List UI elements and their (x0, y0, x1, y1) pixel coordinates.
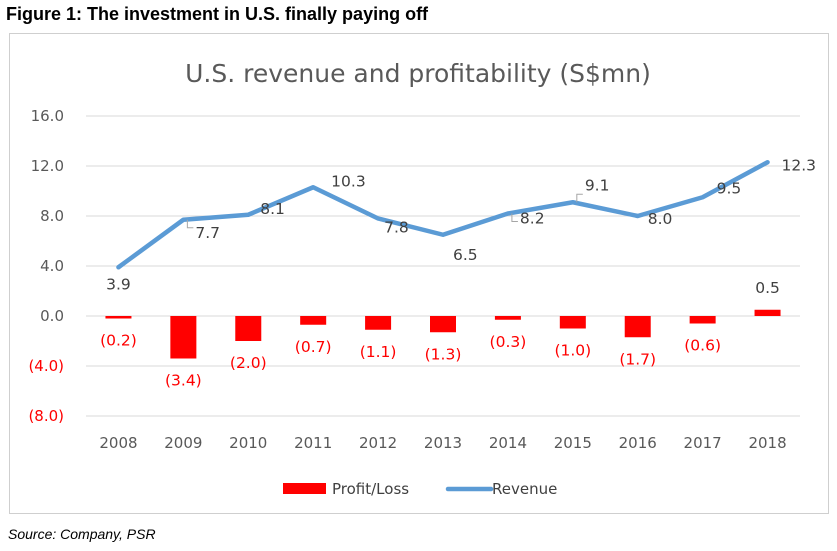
bar-profit-loss (754, 309, 781, 316)
x-tick-label: 2011 (294, 434, 332, 452)
y-tick-label: (4.0) (28, 357, 64, 375)
x-tick-label: 2014 (489, 434, 527, 452)
x-tick-label: 2017 (684, 434, 722, 452)
bar-data-label: (0.7) (295, 338, 332, 356)
bar-data-label: (1.7) (619, 350, 656, 368)
y-tick-label: 12.0 (31, 157, 64, 175)
bar-profit-loss (559, 316, 586, 329)
leader-line (576, 193, 583, 203)
line-data-label: 9.1 (585, 176, 610, 194)
chart-frame (9, 33, 829, 514)
x-tick-label: 2016 (619, 434, 657, 452)
line-data-label: 10.3 (331, 172, 366, 190)
leader-line (511, 213, 518, 222)
bar-profit-loss (365, 316, 392, 330)
bar-profit-loss (105, 316, 132, 319)
x-tick-label: 2013 (424, 434, 462, 452)
chart-title: U.S. revenue and profitability (S$mn) (185, 59, 651, 88)
bar-data-label: (0.3) (490, 333, 527, 351)
line-data-label: 9.5 (717, 179, 742, 197)
y-tick-label: 16.0 (31, 107, 64, 125)
bar-data-label: (0.2) (100, 332, 137, 350)
bar-profit-loss (170, 316, 197, 359)
x-tick-label: 2010 (229, 434, 267, 452)
bar-profit-loss (300, 316, 327, 325)
x-tick-label: 2008 (99, 434, 137, 452)
bar-profit-loss (235, 316, 262, 341)
source-note: Source: Company, PSR (8, 526, 156, 542)
y-tick-label: 4.0 (40, 257, 64, 275)
line-data-label: 3.9 (106, 275, 131, 293)
y-tick-label: (8.0) (28, 407, 64, 425)
bar-profit-loss (689, 316, 716, 324)
legend-label-revenue: Revenue (492, 480, 557, 498)
bar-data-label: (3.4) (165, 372, 202, 390)
x-tick-label: 2015 (554, 434, 592, 452)
bar-profit-loss (624, 316, 651, 338)
line-data-label: 7.7 (195, 224, 220, 242)
line-revenue (116, 160, 770, 270)
x-tick-label: 2009 (164, 434, 202, 452)
legend-swatch-profit-loss (283, 483, 326, 494)
chart-svg: U.S. revenue and profitability (S$mn) 16.… (28, 59, 817, 498)
x-tick-label: 2012 (359, 434, 397, 452)
line-data-label: 8.2 (520, 210, 545, 228)
bar-data-label: (2.0) (230, 354, 267, 372)
x-tick-label: 2018 (748, 434, 786, 452)
bar-profit-loss (430, 316, 456, 333)
y-tick-label: 0.0 (40, 307, 64, 325)
line-data-label: 12.3 (782, 156, 817, 174)
bar-data-label: (0.6) (684, 337, 721, 355)
bar-data-label: (1.1) (360, 343, 397, 361)
legend-label-profit-loss: Profit/Loss (332, 480, 409, 498)
leader-line (186, 219, 194, 229)
line-data-label: 8.0 (648, 210, 673, 228)
bar-data-label: (1.0) (554, 342, 591, 360)
bar-data-label: (1.3) (425, 345, 462, 363)
bar-profit-loss (494, 316, 521, 320)
bar-data-label: 0.5 (755, 279, 780, 297)
line-data-label: 8.1 (260, 200, 285, 218)
figure-title: Figure 1: The investment in U.S. finally… (6, 4, 429, 24)
line-data-label: 7.8 (384, 219, 409, 237)
line-data-label: 6.5 (453, 246, 478, 264)
y-tick-label: 8.0 (40, 207, 64, 225)
